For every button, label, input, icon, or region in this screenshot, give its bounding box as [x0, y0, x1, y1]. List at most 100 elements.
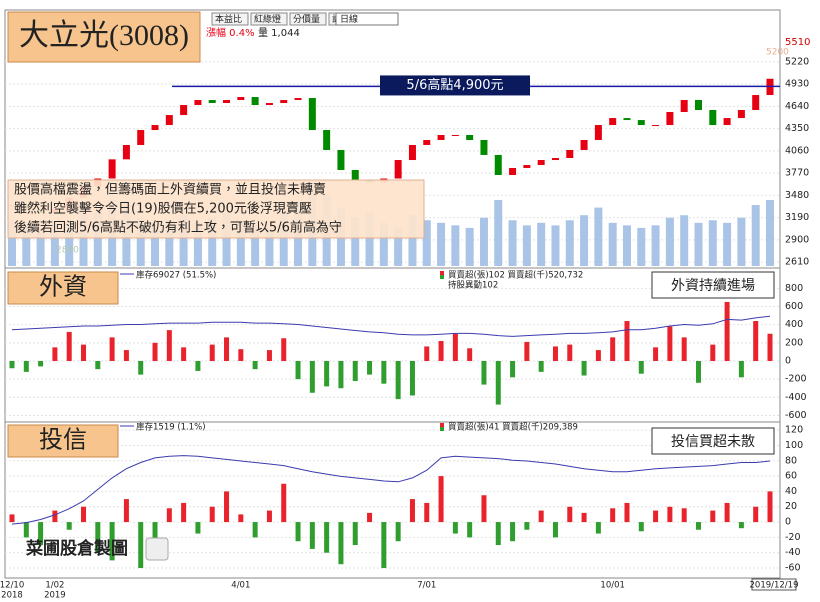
x-tick-label: 4/01	[231, 581, 250, 591]
candle	[423, 139, 431, 145]
legend-entry: 買賣超(張)41 買賣超(千)209,389	[448, 422, 578, 433]
bar	[538, 510, 544, 523]
toolbar-button[interactable]	[211, 12, 249, 26]
bar	[653, 510, 659, 523]
candle	[709, 109, 717, 126]
bar	[209, 506, 215, 523]
bar	[581, 360, 587, 376]
bar	[424, 502, 430, 523]
volume-bar	[565, 220, 574, 266]
bar	[23, 522, 29, 538]
bar	[52, 510, 58, 523]
bar	[510, 522, 516, 542]
candle	[737, 109, 745, 119]
bar	[409, 499, 415, 523]
bar	[224, 337, 230, 361]
volume-bar	[737, 217, 746, 266]
volume-text: 量 1,044	[258, 27, 300, 39]
candle	[108, 159, 116, 179]
candle	[551, 158, 559, 161]
x-tick-label: 7/01	[417, 581, 436, 591]
bar	[438, 476, 444, 523]
bar	[395, 360, 401, 400]
x-tick-year: 2019	[44, 591, 66, 601]
toolbar-button[interactable]	[289, 12, 327, 26]
bar	[181, 502, 187, 523]
y-tick-label: 2900	[785, 234, 809, 245]
candle	[137, 130, 145, 145]
bar	[395, 522, 401, 542]
volume-bar	[694, 222, 703, 266]
period-select[interactable]	[335, 12, 399, 26]
candle	[566, 149, 574, 159]
overlay-layer: 大立光(3008) 外資 投信 外資持續進場 投信買超未散 股價高檔震盪，但籌碼…	[7, 11, 775, 561]
bar	[238, 349, 244, 361]
x-tick-label: 12/10	[0, 581, 24, 591]
bar	[23, 360, 29, 372]
toolbar-label: 本益比	[215, 13, 242, 25]
bar	[767, 333, 773, 361]
candle	[623, 118, 631, 121]
volume-bar	[151, 222, 160, 266]
volume-bar	[479, 217, 488, 266]
holding-line	[11, 315, 771, 337]
bar	[552, 522, 558, 538]
volume-bar	[193, 222, 202, 266]
y-tick-label: 0	[785, 355, 791, 366]
candle	[580, 139, 588, 150]
candle	[480, 139, 488, 155]
toolbar-label: 紅綠燈	[254, 13, 281, 25]
y-tick-label: -200	[785, 374, 807, 385]
volume-bar	[136, 217, 145, 266]
legend-swatch	[440, 271, 444, 275]
volume-bar	[36, 232, 45, 266]
bar	[538, 360, 544, 372]
bar	[524, 341, 530, 361]
volume-bar	[394, 227, 403, 266]
bar	[653, 347, 659, 361]
trust-panel	[4, 421, 781, 579]
bar	[481, 495, 487, 523]
candle	[208, 100, 216, 104]
panel-label: 投信	[39, 427, 87, 454]
candle	[666, 111, 674, 126]
note-box	[7, 179, 425, 239]
legend-entry: 持股異動102	[448, 280, 498, 291]
volume-bar	[437, 222, 446, 266]
candle	[466, 135, 474, 140]
volume-bar	[766, 199, 774, 266]
bar	[295, 522, 301, 542]
bar	[367, 512, 373, 523]
panel-label: 外資	[39, 274, 87, 301]
bar	[753, 506, 759, 523]
candle	[280, 100, 288, 104]
bar	[95, 360, 101, 370]
candle	[752, 95, 760, 110]
volume-bar	[708, 220, 717, 266]
bar	[738, 360, 744, 378]
bar	[266, 510, 272, 523]
bar	[467, 522, 473, 538]
note-line: 後續若回測5/6高點不破仍有利上攻，可暫以5/6前高為守	[14, 220, 342, 236]
volume-bar	[723, 222, 732, 266]
volume-bar	[8, 220, 16, 266]
candle	[180, 105, 188, 116]
max-label: 5510	[785, 37, 810, 48]
bar	[495, 360, 501, 405]
y-tick-label: 2610	[785, 257, 809, 268]
bar	[324, 522, 330, 553]
legend-swatch	[440, 427, 444, 431]
volume-bar	[179, 215, 188, 266]
bar	[624, 321, 630, 361]
candle	[594, 125, 602, 140]
bar	[195, 522, 201, 534]
volume-bar	[651, 225, 660, 266]
y-tick-label: 600	[785, 301, 803, 312]
bar	[424, 346, 430, 361]
bar	[695, 360, 701, 383]
volume-bar	[265, 227, 274, 266]
toolbar-button[interactable]	[250, 12, 288, 26]
high-label: 5/6高點4,900元	[406, 77, 503, 93]
volume-bar	[251, 225, 260, 266]
panel-label-box	[7, 271, 119, 305]
